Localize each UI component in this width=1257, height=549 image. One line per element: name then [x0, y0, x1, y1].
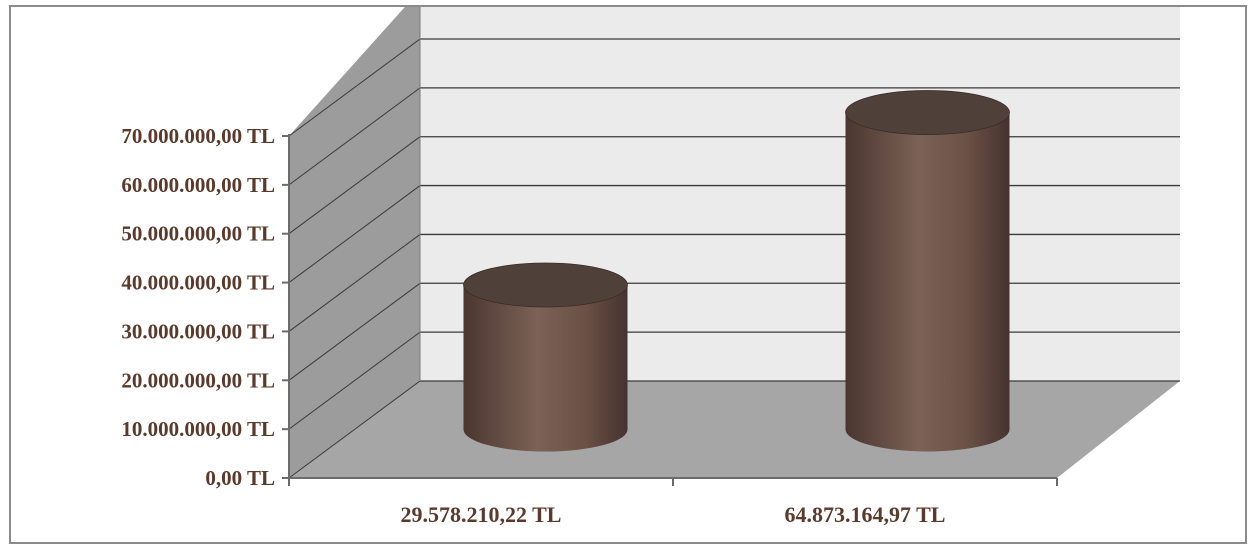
chart-svg: 0,00 TL 10.000.000,00 TL 20.000.000,00 TL 3…: [121, 7, 1180, 527]
gridline-side: [288, 185, 421, 283]
floor: [289, 381, 1180, 478]
chart-frame: 0,00 TL 10.000.000,00 TL 20.000.000,00 TL 3…: [9, 5, 1247, 544]
y-tick-label: 20.000.000,00 TL: [121, 368, 275, 392]
bar-body: [463, 284, 628, 452]
x-tick-labels: 29.578.210,22 TL 64.873.164,97 TL: [401, 502, 946, 527]
y-tick-label: 50.000.000,00 TL: [121, 222, 275, 246]
y-tick-label: 0,00 TL: [205, 466, 275, 490]
side-wall: [289, 7, 420, 478]
gridline-side: [288, 380, 421, 479]
y-tick-labels: 0,00 TL 10.000.000,00 TL 20.000.000,00 TL 3…: [121, 124, 275, 490]
bar-top: [463, 262, 628, 308]
y-tick-label: 30.000.000,00 TL: [121, 319, 275, 343]
chart-walls: [289, 7, 1180, 478]
y-tick-label: 70.000.000,00 TL: [121, 124, 275, 148]
x-category-label: 29.578.210,22 TL: [401, 502, 562, 527]
gridline-side: [288, 87, 421, 186]
axes: [282, 7, 1058, 486]
gridline-side: [288, 136, 421, 235]
gridline-side: [288, 282, 421, 381]
gridline-side: [288, 331, 421, 430]
y-tick-label: 10.000.000,00 TL: [121, 417, 275, 441]
bar-2: [845, 90, 1010, 452]
bar-body: [845, 112, 1010, 452]
x-category-label: 64.873.164,97 TL: [785, 502, 946, 527]
y-tick-label: 40.000.000,00 TL: [121, 271, 275, 295]
bar-top: [845, 90, 1010, 135]
bar-1: [463, 262, 628, 452]
gridline-side: [288, 234, 421, 332]
y-tick-label: 60.000.000,00 TL: [121, 173, 275, 197]
bars: [463, 90, 1010, 452]
gridline-side: [288, 38, 421, 137]
